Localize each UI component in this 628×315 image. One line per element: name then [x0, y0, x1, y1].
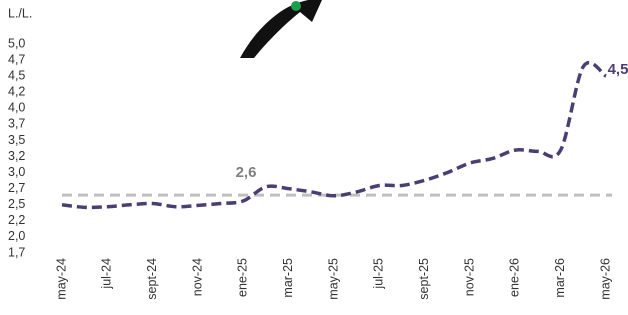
y-tick-label: 1,7	[8, 245, 25, 259]
y-tick-label: 5,0	[8, 36, 25, 50]
y-tick-label: 4,7	[8, 52, 25, 66]
x-tick-label: jul-24	[100, 258, 114, 290]
reference-label: 2,6	[236, 164, 257, 181]
y-tick-label: 3,7	[8, 117, 25, 131]
y-tick-label: 4,0	[8, 101, 25, 115]
y-tick-label: 3,5	[8, 133, 25, 147]
x-tick-label: mar-25	[281, 258, 295, 298]
x-tick-label: nov-25	[462, 258, 476, 296]
series-line	[62, 63, 606, 208]
y-tick-label: 3,0	[8, 165, 25, 179]
x-tick-label: may-24	[54, 258, 68, 300]
y-tick-label: 4,5	[8, 68, 25, 82]
x-tick-label: mar-26	[553, 258, 567, 298]
data-label: 4,5	[608, 61, 628, 78]
x-tick-label: sept-25	[417, 258, 431, 300]
y-tick-label: 3,2	[8, 149, 25, 163]
pump-illustration	[240, 0, 322, 58]
x-tick-label: may-26	[598, 258, 612, 300]
x-tick-label: ene-26	[508, 258, 522, 297]
y-tick-label: 2,5	[8, 197, 25, 211]
x-tick-label: ene-25	[236, 258, 250, 297]
x-tick-label: nov-24	[190, 258, 204, 296]
y-tick-label: 4,2	[8, 85, 25, 99]
y-tick-label: 2,7	[8, 181, 25, 195]
y-unit-label: L./L.	[8, 6, 32, 20]
y-tick-label: 2,0	[8, 229, 25, 243]
y-tick-label: 2,2	[8, 213, 25, 227]
x-tick-label: sept-24	[145, 258, 159, 300]
x-tick-label: may-25	[326, 258, 340, 300]
chart: L./L. 1,7 2,0 2,2 2,5 2,7 3,0 3,2 3,5 3,7 4,0 4,2 4…	[0, 0, 628, 315]
x-tick-label: jul-25	[372, 258, 386, 290]
